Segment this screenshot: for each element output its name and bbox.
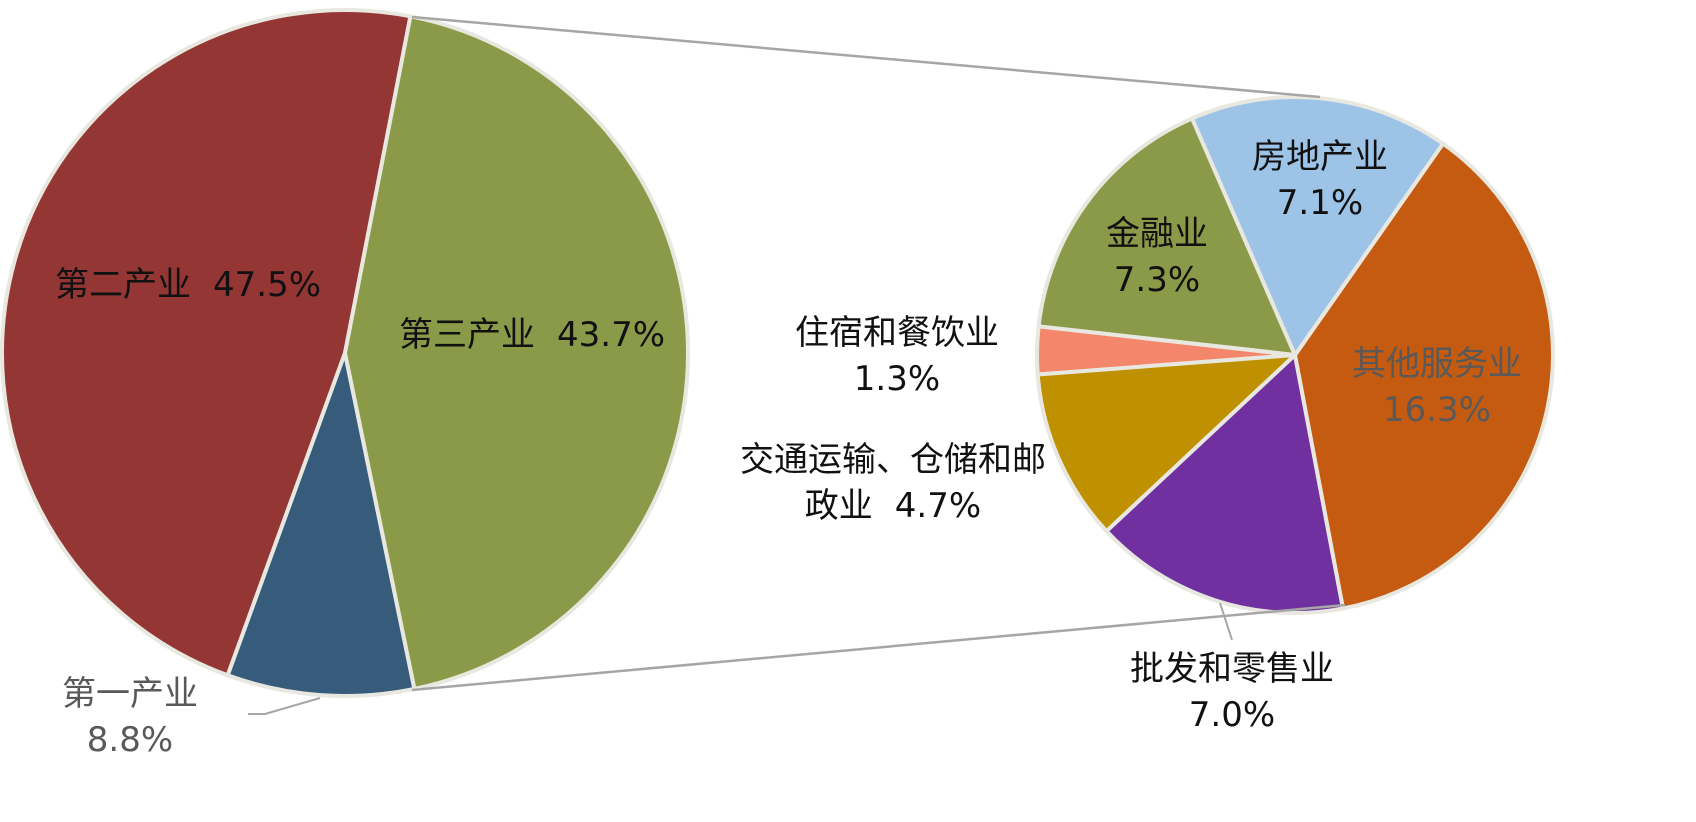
connector-line [411,15,1321,99]
slice-label: 其他服务业 16.3% [1352,341,1522,433]
slice-name: 住宿和餐饮业 [795,313,999,353]
slice-value: 8.8% [86,720,174,760]
slice-name: 其他服务业 [1352,344,1522,384]
slice-value: 7.3% [1113,260,1201,300]
slice-label: 交通运输、仓储和邮政业 4.7% [733,437,1053,529]
slice-label: 第一产业 8.8% [62,671,198,763]
slice-label: 金融业 7.3% [1106,211,1208,303]
slice-label: 批发和零售业 7.0% [1130,646,1334,738]
pie-slice [1035,352,1301,534]
slice-name: 交通运输、仓储和邮政业 [740,440,1046,526]
pie-slice [342,13,690,692]
leader-line [1219,602,1233,641]
slice-label: 房地产业 7.1% [1252,134,1388,226]
slice-name: 第一产业 [62,674,198,714]
pie-slice [1103,351,1346,615]
pie-slice [1292,140,1555,611]
slice-name: 第三产业 [398,315,535,355]
slice-value: 7.0% [1188,695,1276,735]
slice-value: 1.3% [853,359,941,399]
slice-name: 第二产业 [54,265,191,305]
slice-label: 第二产业 47.5% [55,262,321,308]
slice-name: 金融业 [1106,214,1208,254]
pie-slice [225,345,417,698]
pie-slice [0,8,413,678]
slice-value: 43.7% [556,315,666,355]
slice-label: 住宿和餐饮业 1.3% [795,310,999,402]
pie-slice [1189,95,1446,360]
slice-label: 第三产业 43.7% [399,312,665,358]
slice-value: 7.1% [1276,183,1364,223]
leader-line [248,697,321,715]
slice-value: 4.7% [894,486,982,526]
connector-line [411,603,1346,692]
slice-name: 房地产业 [1252,137,1388,177]
pie-slice [1036,115,1299,358]
slice-name: 批发和零售业 [1130,649,1334,689]
slice-value: 47.5% [212,265,322,305]
slice-value: 16.3% [1382,390,1491,430]
